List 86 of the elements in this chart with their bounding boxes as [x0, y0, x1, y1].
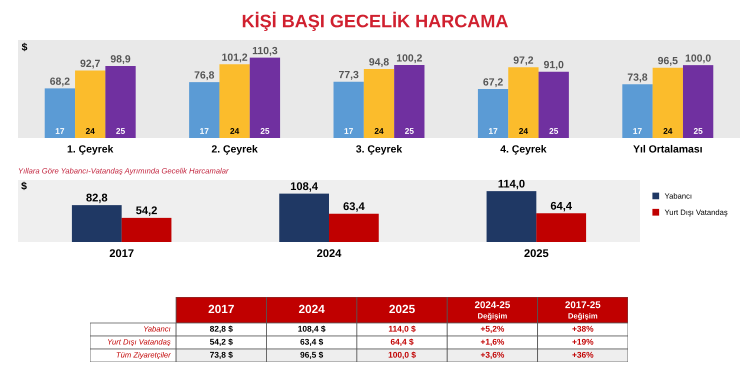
bar: [122, 218, 172, 242]
text: 24: [374, 128, 384, 134]
text: 108,4 $: [298, 325, 326, 333]
text: 114,0 $: [388, 325, 416, 333]
x-tick-label: 2024: [317, 249, 342, 258]
category-label: 2025: [389, 304, 415, 314]
text: 17: [344, 128, 353, 134]
data-label: 76,8: [194, 71, 214, 80]
text: 54,2 $: [210, 338, 233, 346]
data-label: 101,2: [222, 53, 248, 62]
text: 25: [549, 128, 558, 134]
bar: [334, 82, 364, 138]
bar: [536, 213, 586, 242]
category-label: 2024: [298, 304, 325, 314]
text: +1,6%: [480, 338, 504, 346]
bar: [75, 70, 106, 138]
text: 82,8 $: [210, 325, 233, 333]
text: 17: [633, 128, 642, 134]
bar: [279, 194, 329, 242]
data-label: 82,8: [86, 194, 108, 204]
series-label: 24: [86, 128, 95, 134]
data-label: 64,4: [550, 202, 572, 212]
bar: [682, 65, 714, 138]
text: +36%: [572, 352, 594, 358]
data-label: 110,3: [252, 46, 278, 56]
data-label: 63,4: [343, 202, 365, 212]
series-label: 17: [56, 128, 64, 134]
text: 25: [694, 128, 703, 134]
text: +38%: [572, 326, 594, 332]
x-tick-label: 1. Çeyrek: [68, 144, 114, 155]
data-label: 73,8: [628, 73, 648, 82]
data-label: 77,3: [338, 70, 358, 80]
text: 63,4 $: [300, 338, 324, 346]
bar: [394, 65, 424, 138]
bar: [250, 58, 280, 138]
text: +3,6%: [480, 352, 504, 359]
bar: [652, 68, 683, 138]
bar: [538, 72, 569, 138]
x-tick-label: 2017: [110, 249, 134, 258]
x-tick-label: 3. Çeyrek: [356, 144, 402, 155]
text: 73,8 $: [210, 351, 233, 359]
data-label: 108,4: [290, 182, 318, 192]
text: 24: [519, 128, 528, 134]
data-label: 100,2: [396, 54, 422, 64]
text: +5,2%: [480, 326, 504, 333]
bar: [189, 82, 220, 138]
data-label: 97,2: [514, 56, 534, 66]
chart-title: KİŞİ BAŞI GECELİK HARCAMA: [242, 12, 508, 31]
bar: [219, 64, 250, 138]
data-label: 91,0: [544, 60, 564, 70]
category-label: 2017: [208, 304, 234, 314]
text: 96,5 $: [300, 351, 324, 359]
text: 17: [488, 128, 498, 134]
data-label: 94,8: [369, 58, 389, 68]
bar: [622, 84, 653, 138]
text: 24: [230, 128, 240, 134]
bar: [508, 67, 539, 138]
text: +19%: [572, 338, 594, 345]
bar: [478, 89, 508, 138]
bar: [105, 66, 136, 138]
series-label: 25: [116, 128, 125, 134]
bar: [44, 88, 76, 138]
data-label: 68,2: [50, 78, 70, 86]
text: 24: [663, 128, 672, 134]
x-tick-label: 2. Çeyrek: [212, 144, 258, 155]
text: 17: [200, 128, 209, 134]
y-axis-title: $: [21, 182, 27, 190]
data-label: 100,0: [686, 54, 711, 64]
bar: [329, 214, 379, 242]
x-tick-label: 2025: [524, 249, 548, 258]
data-label: 54,2: [136, 206, 157, 216]
text: 25: [404, 128, 414, 134]
data-label: 67,2: [483, 78, 503, 88]
data-label: 98,9: [110, 55, 130, 64]
x-tick-label: 4. Çeyrek: [500, 144, 547, 155]
x-tick-label: Yıl Ortalaması: [633, 144, 702, 153]
bar: [364, 68, 394, 138]
text: 25: [260, 128, 270, 134]
bar: [486, 191, 536, 242]
data-label: 114,0: [498, 180, 525, 190]
data-label: 92,7: [80, 60, 100, 69]
text: 64,4 $: [390, 338, 414, 346]
data-label: 96,5: [658, 56, 678, 66]
bar: [72, 205, 122, 242]
text: 100,0 $: [388, 351, 416, 359]
y-axis-title: $: [22, 42, 28, 52]
